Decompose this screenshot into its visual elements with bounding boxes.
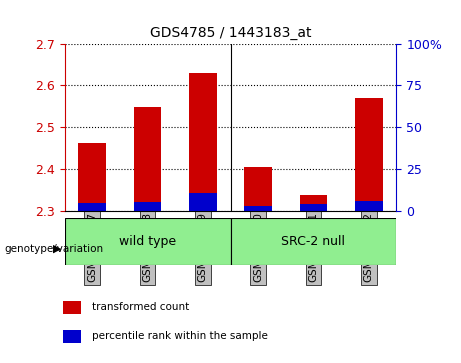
Bar — [189, 193, 217, 211]
Title: GDS4785 / 1443183_at: GDS4785 / 1443183_at — [150, 26, 311, 40]
Bar — [78, 203, 106, 211]
Bar — [63, 330, 81, 343]
Text: wild type: wild type — [119, 235, 176, 248]
Bar — [134, 107, 161, 211]
Text: ▶: ▶ — [53, 244, 61, 254]
FancyBboxPatch shape — [65, 218, 230, 265]
Bar — [134, 202, 161, 211]
Bar — [355, 201, 383, 211]
Text: SRC-2 null: SRC-2 null — [282, 235, 345, 248]
Text: transformed count: transformed count — [92, 302, 189, 312]
Bar — [244, 205, 272, 211]
FancyBboxPatch shape — [230, 218, 396, 265]
Bar — [78, 143, 106, 211]
Text: genotype/variation: genotype/variation — [5, 244, 104, 254]
Bar — [300, 195, 327, 211]
Text: percentile rank within the sample: percentile rank within the sample — [92, 331, 268, 341]
Bar — [63, 301, 81, 314]
Bar — [355, 98, 383, 211]
Bar — [244, 167, 272, 211]
Bar — [189, 73, 217, 211]
Bar — [300, 204, 327, 211]
